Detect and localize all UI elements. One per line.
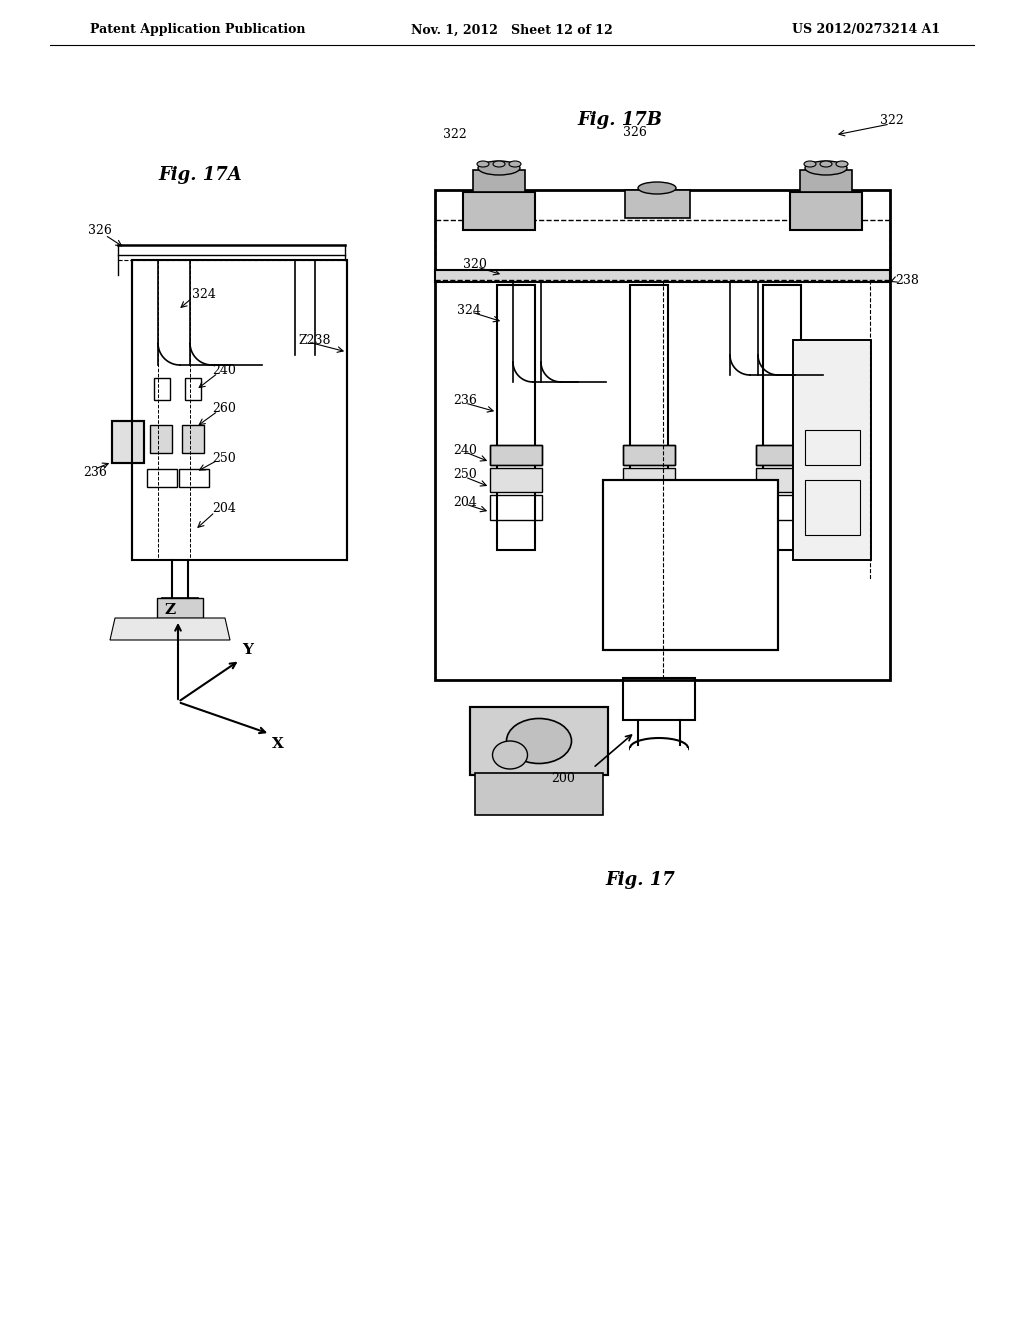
Ellipse shape [836, 161, 848, 168]
Bar [473, 170, 525, 191]
Bar [463, 191, 535, 230]
Ellipse shape [805, 161, 847, 176]
Text: 260: 260 [212, 401, 236, 414]
Text: 250: 250 [212, 451, 236, 465]
Text: Z238: Z238 [298, 334, 331, 346]
Bar [805, 480, 860, 535]
Bar [756, 495, 808, 520]
Text: 322: 322 [443, 128, 467, 141]
Bar [154, 378, 170, 400]
Bar [756, 469, 808, 492]
Bar [623, 678, 695, 719]
Bar [475, 774, 603, 814]
Bar [435, 190, 890, 680]
Ellipse shape [509, 161, 521, 168]
Ellipse shape [804, 161, 816, 168]
Text: Fig. 17B: Fig. 17B [578, 111, 663, 129]
Bar [630, 285, 668, 550]
Text: 204: 204 [212, 502, 236, 515]
Text: 240: 240 [212, 363, 236, 376]
Bar [112, 421, 144, 463]
Text: Fig. 17A: Fig. 17A [158, 166, 242, 183]
Bar [185, 378, 201, 400]
Ellipse shape [477, 161, 489, 168]
Bar [793, 341, 871, 560]
Bar [793, 341, 871, 560]
Bar [790, 191, 862, 230]
Bar [625, 190, 690, 218]
Bar [805, 430, 860, 465]
Bar [623, 469, 675, 492]
Text: 326: 326 [88, 223, 112, 236]
Bar [490, 469, 542, 492]
Text: 326: 326 [623, 125, 647, 139]
Text: Nov. 1, 2012   Sheet 12 of 12: Nov. 1, 2012 Sheet 12 of 12 [411, 24, 613, 37]
Text: 240: 240 [453, 444, 477, 457]
Ellipse shape [478, 161, 520, 176]
Bar [470, 708, 608, 775]
Text: 322: 322 [880, 114, 904, 127]
Ellipse shape [638, 182, 676, 194]
Text: 236: 236 [83, 466, 106, 479]
Bar [756, 445, 808, 465]
Bar [132, 260, 347, 560]
Text: 238: 238 [895, 273, 919, 286]
Text: 236: 236 [453, 393, 477, 407]
Bar [763, 285, 801, 550]
Polygon shape [110, 618, 230, 640]
Text: X: X [272, 737, 284, 751]
Text: 324: 324 [457, 304, 481, 317]
Bar [150, 425, 172, 453]
Ellipse shape [630, 738, 688, 758]
Bar [470, 708, 608, 775]
Text: 200: 200 [551, 771, 574, 784]
Text: 250: 250 [453, 469, 477, 482]
Bar [112, 421, 144, 463]
Text: 204: 204 [453, 495, 477, 508]
Ellipse shape [820, 161, 831, 168]
Text: Patent Application Publication: Patent Application Publication [90, 24, 305, 37]
Text: Fig. 17: Fig. 17 [605, 871, 675, 888]
Text: 320: 320 [463, 259, 486, 272]
Bar [603, 480, 778, 649]
Bar [490, 445, 542, 465]
Bar [623, 445, 675, 465]
Bar [435, 271, 890, 282]
Bar [435, 220, 890, 280]
Bar [147, 469, 177, 487]
Bar [490, 445, 542, 465]
Ellipse shape [507, 718, 571, 763]
Bar [157, 598, 203, 618]
Text: Y: Y [243, 643, 254, 657]
Bar [623, 445, 675, 465]
Text: US 2012/0273214 A1: US 2012/0273214 A1 [792, 24, 940, 37]
Bar [179, 469, 209, 487]
Bar [490, 495, 542, 520]
Text: 324: 324 [193, 289, 216, 301]
Bar [756, 445, 808, 465]
Bar [603, 480, 778, 649]
Bar [800, 170, 852, 191]
Bar [623, 495, 675, 520]
Ellipse shape [493, 741, 527, 770]
Bar [182, 425, 204, 453]
Text: Z: Z [165, 603, 175, 616]
Bar [497, 285, 535, 550]
Ellipse shape [493, 161, 505, 168]
